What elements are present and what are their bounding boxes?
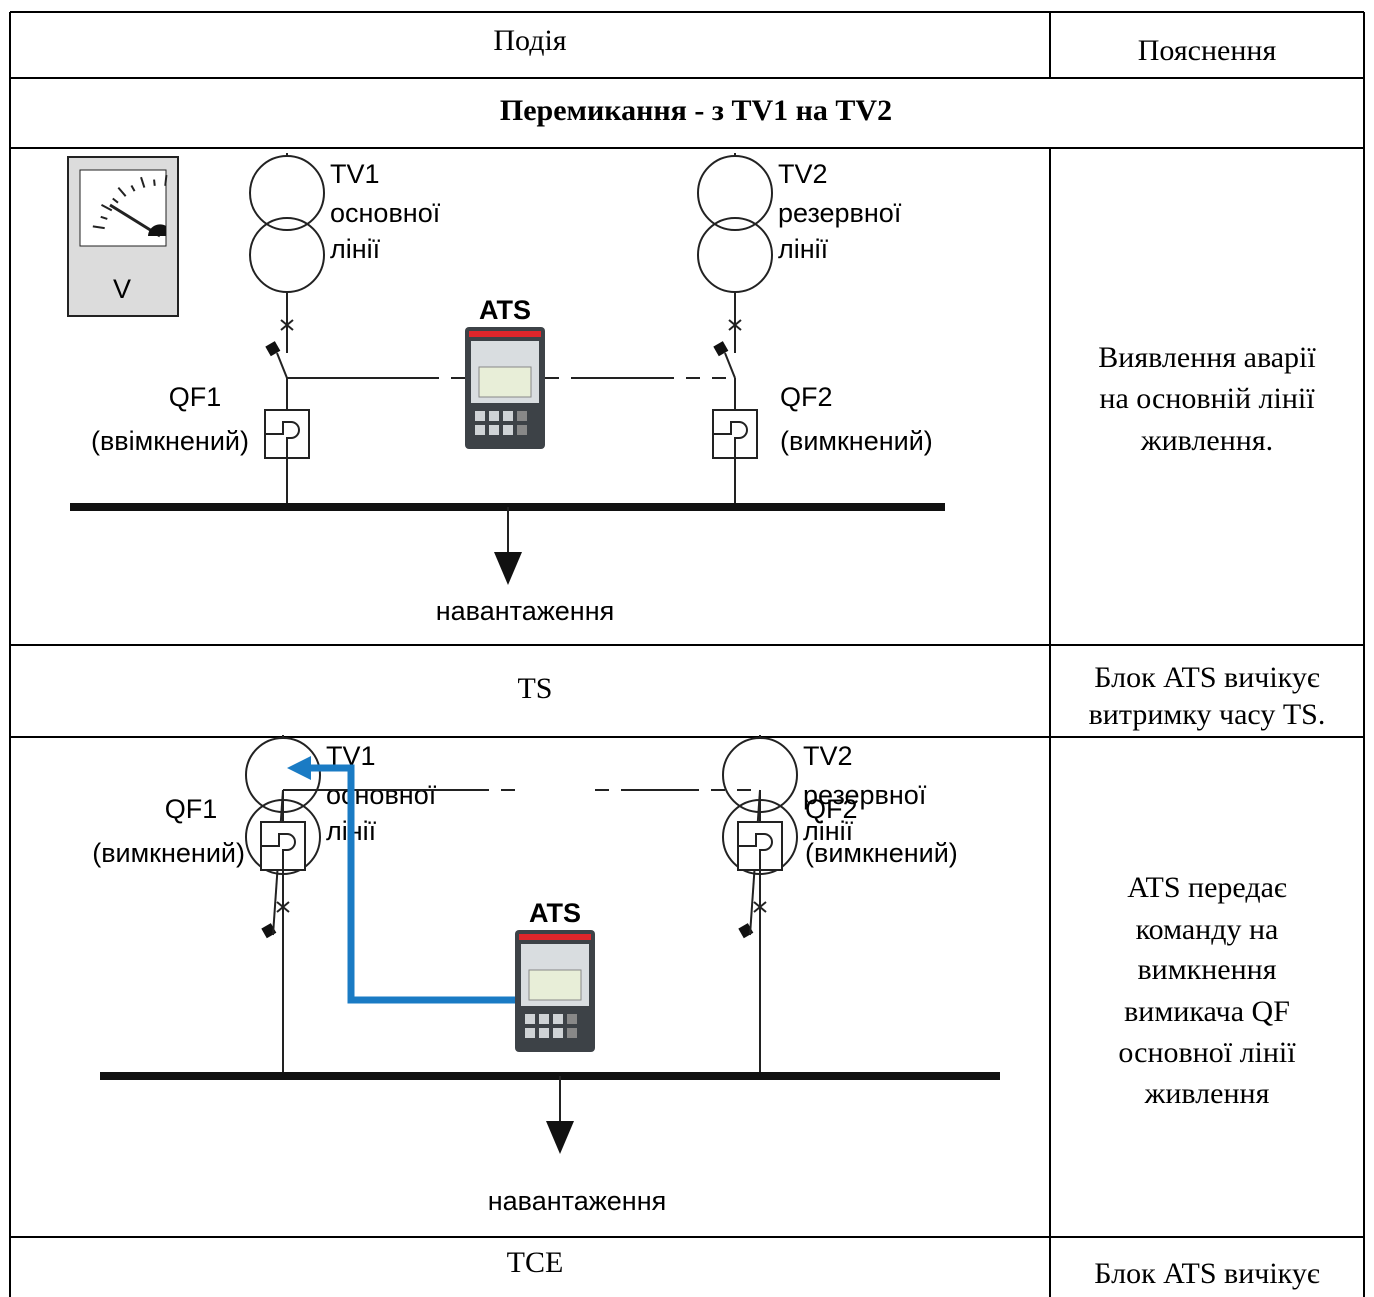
ats-button: [539, 1014, 549, 1024]
transformer-label: TV1: [330, 159, 380, 189]
dial-tick: [100, 203, 113, 212]
breaker-symbol: [738, 833, 773, 870]
breaker-state: (вимкнений): [780, 426, 933, 456]
ats-button: [517, 425, 527, 435]
transformer-label: лінії: [330, 234, 381, 264]
explanation-line: Блок ATS вичікує: [1094, 661, 1320, 694]
transformer-label: основної: [326, 780, 437, 810]
command-arrowhead: [287, 756, 311, 780]
ats-button: [525, 1014, 535, 1024]
explanation-line: на основній лінії: [1099, 382, 1315, 415]
ats-button: [553, 1014, 563, 1024]
breaker-label: QF2: [780, 382, 833, 412]
wire: [728, 319, 742, 331]
load-label: навантаження: [436, 596, 615, 626]
ats-button: [525, 1028, 535, 1038]
dial-tick: [92, 225, 105, 230]
breaker-symbol: [265, 421, 300, 458]
explanation-line: команду на: [1136, 913, 1279, 946]
table-grid: [9, 11, 1365, 1297]
ats-button: [503, 411, 513, 421]
ats-button: [539, 1028, 549, 1038]
explanation-line: витримку часу TS.: [1089, 698, 1326, 731]
explanation-line: Блок ATS вичікує: [1094, 1257, 1320, 1290]
ats-button: [489, 411, 499, 421]
breaker-state: (вимкнений): [805, 838, 958, 868]
section-title: Перемикання - з TV1 на TV2: [500, 94, 892, 127]
dial-tick: [112, 197, 119, 204]
transformer-label: лінії: [778, 234, 829, 264]
breaker-state: (вимкнений): [92, 838, 245, 868]
explanation-line: ATS передає: [1127, 871, 1287, 904]
transformer-label: резервної: [778, 198, 902, 228]
transformer-coil: [249, 155, 325, 231]
breaker-handle: [713, 341, 729, 357]
header-cell: Подія: [493, 24, 566, 57]
ats-button: [567, 1014, 577, 1024]
ats-button: [567, 1028, 577, 1038]
breaker-symbol: [261, 833, 296, 870]
breaker-label: QF1: [169, 382, 222, 412]
voltmeter-label: V: [113, 274, 131, 304]
voltmeter-dial: [79, 169, 167, 247]
breaker-label: QF2: [805, 794, 858, 824]
load-arrow: [494, 552, 522, 585]
ats-button: [503, 425, 513, 435]
load-arrow: [546, 1121, 574, 1154]
transformer-label: резервної: [803, 780, 927, 810]
event-cell: TCE: [507, 1246, 564, 1279]
event-cell: TS: [517, 672, 552, 705]
ats-label: ATS: [479, 295, 531, 325]
ats-label: ATS: [529, 898, 581, 928]
breaker-state: (ввімкнений): [91, 426, 249, 456]
dial-tick: [153, 179, 156, 186]
ats-button: [489, 425, 499, 435]
explanation-line: вимикача QF: [1124, 995, 1290, 1028]
explanation-line: вимкнення: [1137, 953, 1276, 986]
dial-tick: [100, 215, 108, 220]
ats-screen: [528, 969, 582, 1001]
transformer-label: основної: [330, 198, 441, 228]
ats-stripe: [519, 934, 591, 940]
wire: [280, 319, 294, 331]
breaker-symbol: [713, 421, 748, 458]
ats-button: [553, 1028, 563, 1038]
transformer-label: лінії: [803, 816, 854, 846]
dial-tick: [140, 176, 146, 188]
ats-button: [517, 411, 527, 421]
breaker-label: QF1: [165, 794, 218, 824]
busbar: [100, 1072, 1000, 1080]
transformer-coil: [697, 155, 773, 231]
dial-tick: [130, 184, 136, 192]
transformer-label: TV2: [803, 741, 853, 771]
load-label: навантаження: [488, 1186, 667, 1216]
ats-button: [475, 425, 485, 435]
dial-hub: [148, 224, 166, 236]
dial-tick: [117, 186, 127, 197]
wire: [724, 352, 736, 379]
wire: [276, 352, 288, 379]
explanation-line: Виявлення аварії: [1098, 341, 1316, 374]
command-arrow: [305, 764, 515, 1004]
header-cell: Пояснення: [1138, 34, 1277, 67]
breaker-handle: [265, 341, 281, 357]
transformer-label: TV2: [778, 159, 828, 189]
explanation-line: живлення: [1144, 1077, 1270, 1110]
explanation-line: живлення.: [1140, 424, 1273, 457]
dial-tick: [164, 174, 168, 186]
ats-screen: [478, 366, 532, 398]
ats-button: [475, 411, 485, 421]
explanation-line: основної лінії: [1118, 1036, 1296, 1069]
ats-stripe: [469, 331, 541, 337]
